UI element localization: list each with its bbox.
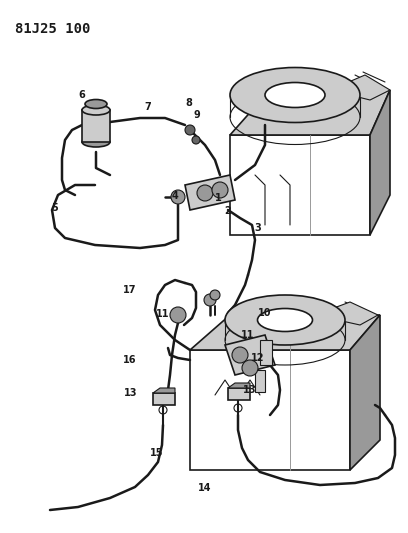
Ellipse shape (230, 68, 360, 123)
Ellipse shape (257, 309, 313, 332)
Circle shape (210, 290, 220, 300)
Polygon shape (230, 135, 370, 235)
Text: 9: 9 (194, 110, 200, 120)
Text: 8: 8 (186, 98, 193, 108)
Bar (260, 340, 272, 365)
Polygon shape (350, 315, 380, 470)
Ellipse shape (265, 83, 325, 108)
Bar (228, 388, 250, 400)
Circle shape (197, 185, 213, 201)
Text: 12: 12 (251, 353, 265, 363)
Text: 10: 10 (258, 308, 272, 318)
Text: 16: 16 (123, 355, 137, 365)
Bar (255, 370, 265, 392)
Circle shape (170, 307, 186, 323)
Text: 3: 3 (255, 223, 262, 233)
Bar (82, 110, 110, 142)
Polygon shape (228, 383, 250, 388)
Polygon shape (330, 75, 390, 100)
Text: 13: 13 (243, 385, 257, 395)
Bar (153, 393, 175, 405)
Text: 11: 11 (156, 309, 170, 319)
Polygon shape (315, 302, 378, 325)
Ellipse shape (85, 100, 107, 109)
Text: 17: 17 (123, 285, 137, 295)
Text: 81J25 100: 81J25 100 (15, 22, 91, 36)
Circle shape (185, 125, 195, 135)
Circle shape (212, 182, 228, 198)
Text: 4: 4 (172, 191, 178, 201)
Text: 11: 11 (241, 330, 255, 340)
Text: 14: 14 (198, 483, 212, 493)
Polygon shape (153, 388, 175, 393)
Circle shape (192, 136, 200, 144)
Circle shape (232, 347, 248, 363)
Text: 13: 13 (124, 388, 138, 398)
Circle shape (242, 360, 258, 376)
Ellipse shape (82, 137, 110, 147)
Polygon shape (190, 350, 350, 470)
Polygon shape (225, 335, 275, 375)
Text: 15: 15 (150, 448, 164, 458)
Text: 6: 6 (79, 90, 85, 100)
Text: 1: 1 (215, 193, 222, 203)
Polygon shape (190, 315, 380, 350)
Polygon shape (185, 175, 235, 210)
Circle shape (171, 190, 185, 204)
Ellipse shape (225, 295, 345, 345)
Polygon shape (370, 90, 390, 235)
Polygon shape (230, 90, 390, 135)
Ellipse shape (82, 105, 110, 115)
Text: 2: 2 (225, 206, 231, 216)
Text: 7: 7 (144, 102, 151, 112)
Text: 5: 5 (52, 203, 58, 213)
Circle shape (204, 294, 216, 306)
